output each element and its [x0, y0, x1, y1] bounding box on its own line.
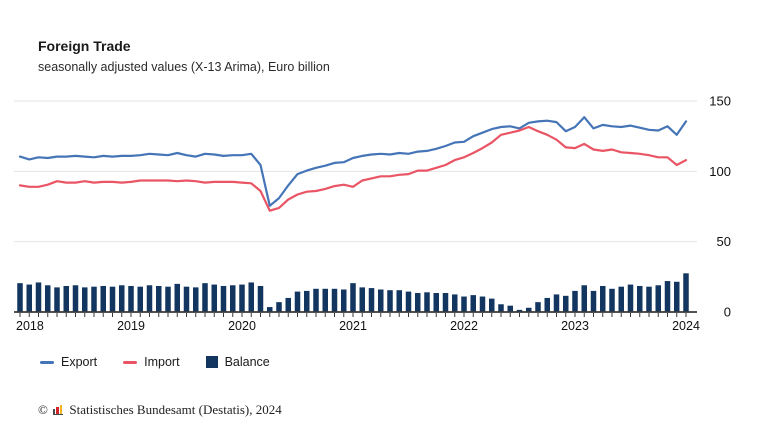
x-axis-labels: 2018 2019 2020 2021 2022 2023 2024 — [16, 319, 700, 333]
balance-bars — [17, 273, 689, 312]
legend-item-import: Import — [123, 355, 180, 369]
svg-text:2022: 2022 — [450, 319, 478, 333]
svg-text:100: 100 — [709, 164, 731, 179]
legend-label-balance: Balance — [224, 355, 270, 369]
export-line — [18, 116, 688, 207]
import-line-swatch — [123, 360, 138, 364]
legend-item-export: Export — [40, 355, 97, 369]
svg-text:0: 0 — [724, 305, 731, 320]
svg-text:2020: 2020 — [228, 319, 256, 333]
gridlines — [14, 100, 697, 243]
source-attribution: © Statistisches Bundesamt (Destatis), 20… — [38, 402, 282, 418]
svg-text:2018: 2018 — [16, 319, 44, 333]
y-axis-labels: 0 50 100 150 — [709, 94, 731, 320]
page-subtitle: seasonally adjusted values (X-13 Arima),… — [38, 60, 330, 74]
svg-text:50: 50 — [717, 234, 731, 249]
svg-text:2023: 2023 — [561, 319, 589, 333]
svg-text:2021: 2021 — [339, 319, 367, 333]
x-axis — [14, 311, 697, 317]
destatis-logo-icon — [52, 403, 64, 415]
export-line-swatch — [40, 360, 54, 364]
legend-label-import: Import — [144, 355, 180, 369]
chart-plot-area: 2018 2019 2020 2021 2022 2023 2024 0 50 100 150 — [14, 94, 731, 333]
legend-label-export: Export — [61, 355, 98, 369]
chart-legend: Export Import Balance — [40, 355, 296, 369]
balance-square-swatch — [205, 356, 218, 368]
svg-text:2024: 2024 — [672, 319, 700, 333]
source-text: Statistisches Bundesamt (Destatis), 2024 — [69, 402, 282, 417]
import-line — [18, 125, 688, 212]
svg-text:150: 150 — [709, 94, 731, 109]
svg-text:2019: 2019 — [117, 319, 145, 333]
page-title: Foreign Trade — [38, 38, 131, 54]
legend-item-balance: Balance — [205, 355, 270, 369]
copyright-symbol: © — [38, 402, 48, 417]
